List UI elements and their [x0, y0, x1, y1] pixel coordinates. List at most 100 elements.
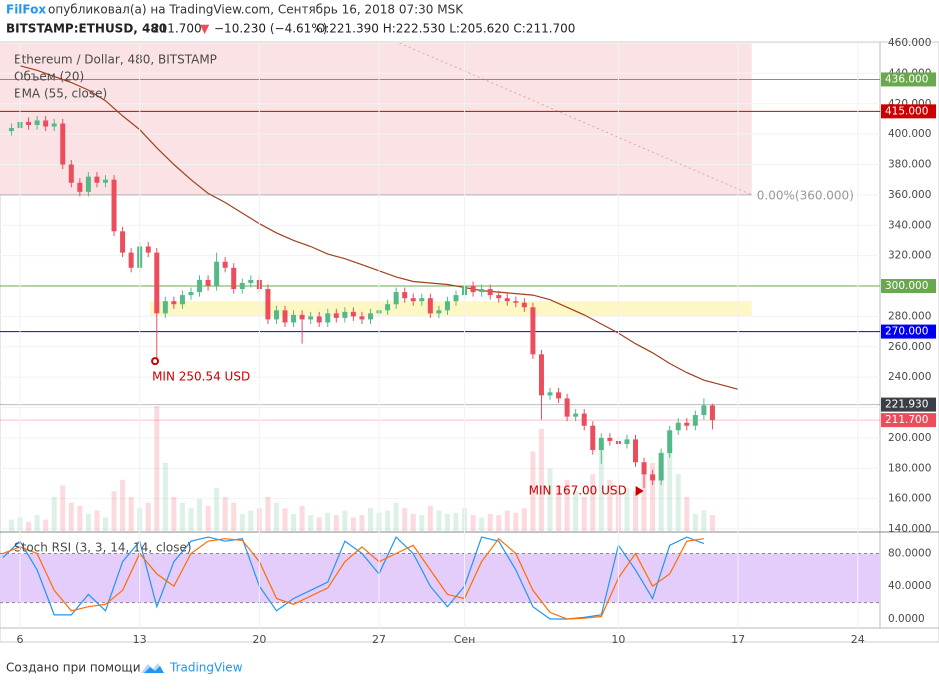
volume-bar: [128, 496, 134, 531]
volume-bar: [214, 487, 220, 531]
volume-bar: [650, 462, 656, 531]
candle-body: [419, 298, 425, 302]
volume-bar: [624, 487, 630, 531]
x-tick-label: 17: [731, 633, 745, 646]
volume-bar: [641, 468, 647, 531]
volume-bar: [367, 508, 373, 531]
candle-body: [487, 289, 493, 296]
candle-body: [547, 392, 553, 396]
candle-body: [145, 246, 151, 253]
volume-bar: [94, 510, 100, 531]
candle-body: [282, 310, 288, 323]
volume-bar: [51, 496, 57, 531]
fib-label: 0.00%(360.000): [757, 188, 854, 202]
candle-body: [77, 182, 83, 192]
volume-title: Объем (20): [14, 70, 84, 84]
candle-body: [239, 282, 245, 290]
candle-body: [359, 316, 365, 320]
volume-bar: [171, 496, 177, 531]
volume-bar: [513, 512, 519, 531]
volume-bar: [291, 513, 297, 531]
candle-body: [598, 437, 604, 451]
volume-bar: [667, 445, 673, 531]
volume-bar: [436, 510, 442, 531]
x-tick-label: 24: [851, 633, 865, 646]
price-label-box: [881, 397, 936, 412]
volume-bar: [547, 468, 553, 531]
candle-body: [316, 316, 322, 323]
candle-body: [325, 313, 331, 323]
volume-bar: [43, 519, 49, 531]
candle-body: [470, 286, 476, 293]
price-label: 221.930: [885, 399, 928, 411]
volume-bar: [496, 515, 502, 531]
candle-body: [179, 295, 185, 305]
candle-body: [692, 415, 698, 426]
volume-bar: [222, 496, 228, 531]
chart-title: Ethereum / Dollar, 480, BITSTAMP: [14, 53, 217, 67]
candle-body: [607, 437, 613, 441]
footer-text: Создано при помощи: [6, 661, 141, 675]
candle-body: [709, 405, 715, 421]
level-label-box: [881, 324, 936, 339]
level-label: 300.000: [885, 280, 928, 292]
candle-body: [667, 430, 673, 454]
annotation: MIN 167.00 USD: [529, 484, 627, 498]
candle-body: [658, 453, 664, 481]
volume-bar: [607, 479, 613, 531]
volume-bar: [402, 508, 408, 531]
volume-bar: [470, 515, 476, 531]
volume-bar: [479, 517, 485, 531]
candle-body: [248, 279, 254, 283]
price-label: 211.700: [885, 414, 928, 426]
volume-bar: [598, 445, 604, 531]
volume-bar: [308, 515, 314, 531]
y-tick-label: 360.000: [888, 189, 931, 201]
candle-body: [154, 252, 160, 314]
change: −10.230 (−4.61%): [214, 22, 327, 36]
candle-body: [214, 261, 220, 287]
volume-bar: [8, 519, 14, 531]
candle-body: [650, 474, 656, 481]
candle-body: [496, 295, 502, 299]
chart-frame: [0, 41, 939, 643]
candle-body: [8, 128, 14, 132]
candle-body: [701, 405, 707, 416]
candle-body: [94, 176, 100, 183]
level-label: 415.000: [885, 105, 928, 117]
y-tick-label: 160.000: [888, 493, 931, 505]
volume-bar: [504, 510, 510, 531]
volume-bar: [231, 502, 237, 531]
candle-body: [393, 292, 399, 305]
x-tick-label: 27: [372, 633, 386, 646]
footer-brand[interactable]: TradingView: [169, 661, 243, 675]
candle-body: [427, 298, 433, 314]
candle-body: [43, 120, 49, 127]
y-tick-label: 340.000: [888, 219, 931, 231]
author[interactable]: FilFox: [6, 3, 46, 17]
volume-bar: [282, 508, 288, 531]
volume-bar: [85, 513, 91, 531]
candle-body: [171, 301, 177, 305]
y-tick-label: 260.000: [888, 341, 931, 353]
zone: [0, 43, 752, 195]
volume-bar: [145, 502, 151, 531]
candle-body: [273, 310, 279, 320]
stoch-line: [2, 536, 705, 620]
volume-bar: [701, 510, 707, 531]
candle-body: [556, 392, 562, 399]
candle-body: [299, 314, 305, 320]
candle-body: [530, 307, 536, 355]
volume-bar: [316, 517, 322, 531]
candle-body: [444, 301, 450, 311]
candle-body: [85, 176, 91, 192]
volume-bar: [154, 406, 160, 531]
candle-body: [453, 295, 459, 302]
candle-body: [581, 413, 587, 426]
brand-logo[interactable]: [141, 663, 164, 673]
candle-body: [222, 261, 228, 268]
candle-body: [624, 439, 630, 444]
volume-bar: [556, 485, 562, 531]
volume-bar: [299, 506, 305, 531]
